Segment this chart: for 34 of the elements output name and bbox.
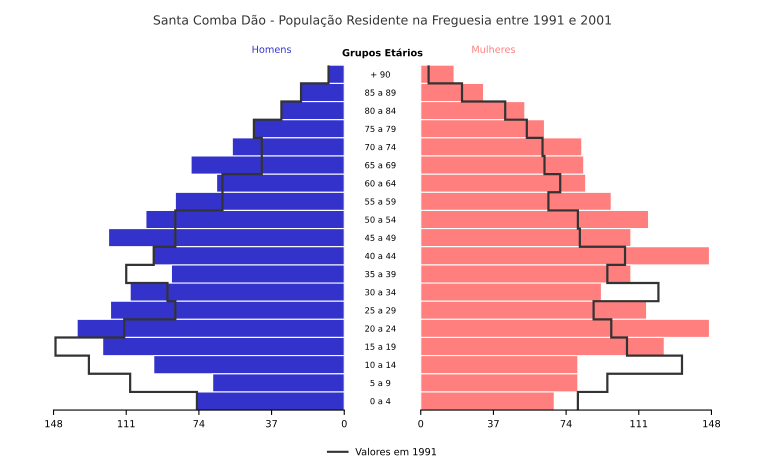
y-tick-label: 65 a 69: [365, 162, 396, 168]
y-tick-label: 70 a 74: [365, 144, 396, 150]
x-tick-label: 148: [45, 420, 62, 428]
y-tick-label: 20 a 24: [365, 325, 396, 332]
text: Mulheres: [472, 45, 516, 54]
y-tick-label: 60 a 64: [365, 180, 396, 186]
text: Santa Comba Dão - População Residente na Freguesia entre 1991 e 2001: [154, 14, 611, 28]
x-tick-label: 0: [418, 420, 424, 428]
y-tick-label: 55 a 59: [365, 198, 396, 205]
y-tick-label: 5 a 9: [370, 380, 390, 386]
y-axis-title: Grupos Etários: [342, 48, 423, 58]
x-tick-label: 74: [560, 420, 572, 428]
y-tick-label: 45 a 49: [364, 234, 396, 241]
y-tick-label: 10 a 14: [365, 362, 396, 368]
y-tick-label: 85 a 89: [365, 89, 396, 96]
y-tick-label: + 90: [371, 71, 390, 78]
x-tick-label: 37: [488, 420, 499, 428]
y-tick-label: 25 a 29: [365, 307, 396, 314]
y-tick-label: 30 a 34: [365, 289, 396, 296]
x-tick-label: 111: [630, 420, 648, 428]
y-tick-label: 75 a 79: [365, 126, 396, 132]
y-tick-label: 80 a 84: [365, 108, 396, 114]
y-tick-label: 0 a 4: [370, 398, 390, 404]
legend-label: Valores em 1991: [355, 448, 436, 456]
x-tick-label: 74: [194, 420, 205, 428]
x-tick-label: 111: [118, 420, 135, 428]
text: Homens: [252, 46, 292, 54]
y-tick-label: 50 a 54: [365, 216, 396, 223]
y-tick-label: 40 a 44: [364, 252, 396, 260]
y-tick-label: 35 a 39: [365, 270, 396, 278]
x-tick-label: 0: [342, 420, 347, 428]
x-tick-label: 37: [266, 420, 277, 428]
x-tick-label: 148: [703, 420, 720, 428]
y-tick-label: 15 a 19: [365, 344, 396, 350]
